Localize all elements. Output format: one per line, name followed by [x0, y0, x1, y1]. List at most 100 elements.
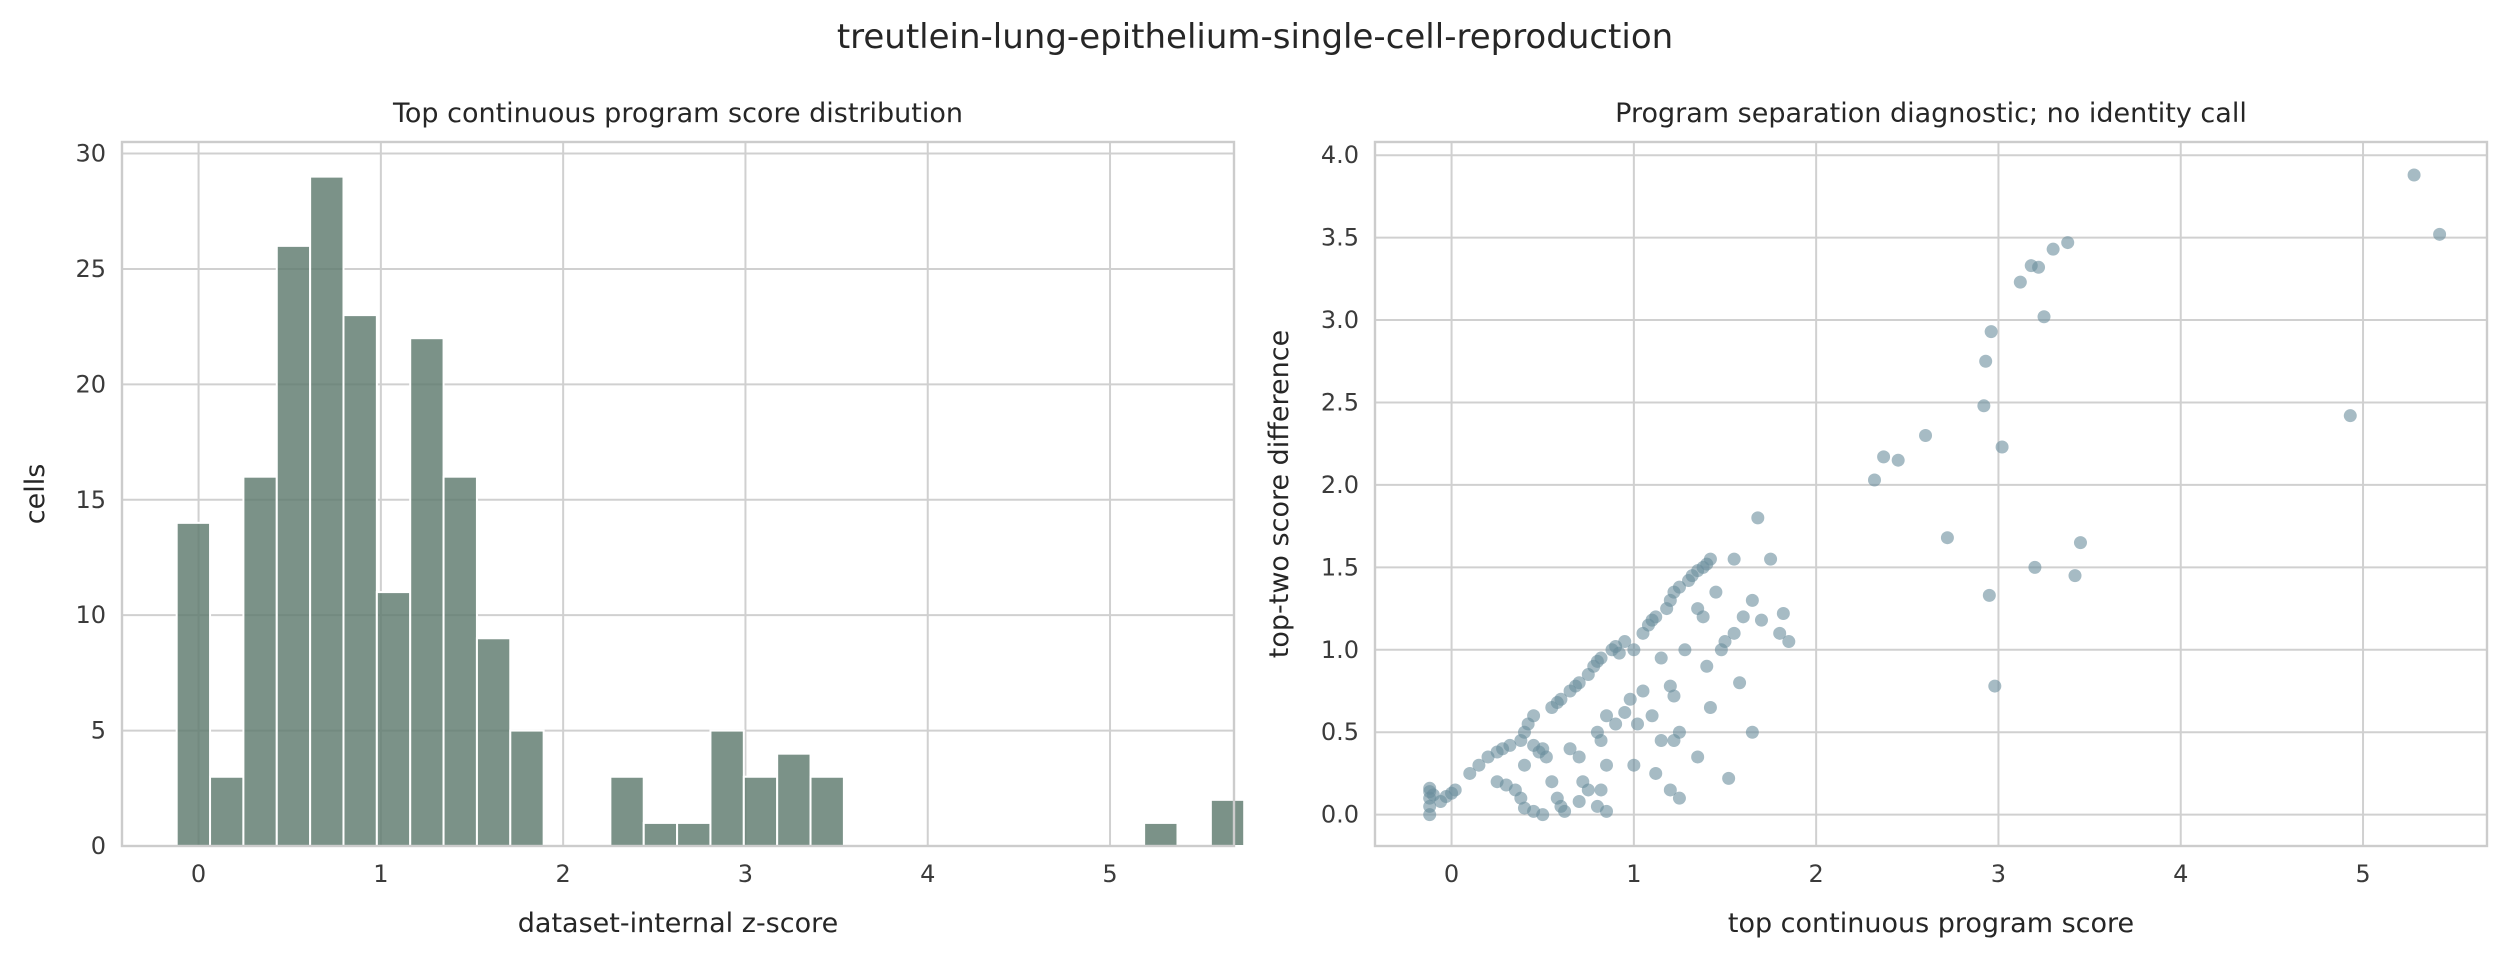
- scatter-point: [1600, 804, 1614, 818]
- scatter-point: [1654, 733, 1668, 747]
- histogram-x-axis-label: dataset-internal z-score: [518, 908, 838, 939]
- scatter-point: [1754, 613, 1768, 627]
- scatter-point: [1536, 808, 1550, 822]
- scatter-point: [1572, 750, 1586, 764]
- histogram-y-axis-label: cells: [20, 464, 51, 525]
- scatter-point: [1736, 610, 1750, 624]
- scatter-point: [1612, 646, 1626, 660]
- histogram-bar: [475, 637, 512, 847]
- scatter-point: [1631, 717, 1645, 731]
- histogram-bar: [742, 775, 779, 847]
- y-tick-label: 0: [91, 832, 106, 860]
- scatter-point: [1919, 428, 1933, 442]
- scatter-point: [1463, 766, 1477, 780]
- figure-suptitle: treutlein-lung-epithelium-single-cell-re…: [837, 17, 1673, 57]
- scatter-point: [1514, 791, 1528, 805]
- histogram-bar: [342, 314, 378, 847]
- scatter-point: [1554, 692, 1568, 706]
- y-tick-label: 5: [91, 717, 106, 745]
- scatter-point: [1722, 771, 1736, 785]
- histogram-bar: [409, 337, 445, 847]
- scatter-points: [1423, 168, 2447, 822]
- scatter-point: [1727, 552, 1741, 566]
- histogram-bar: [309, 175, 345, 848]
- y-tick-label: 4.0: [1321, 141, 1359, 169]
- scatter-point: [1672, 791, 1686, 805]
- scatter-point: [1472, 758, 1486, 772]
- x-tick-label: 3: [738, 860, 753, 888]
- histogram-bar: [1209, 798, 1246, 847]
- scatter-point: [1600, 709, 1614, 723]
- y-tick-label: 25: [75, 255, 106, 283]
- scatter-point: [1618, 705, 1632, 719]
- scatter-point: [2343, 409, 2357, 423]
- scatter-point: [1623, 692, 1637, 706]
- scatter-point: [1663, 679, 1677, 693]
- histogram-bar: [609, 775, 645, 847]
- scatter-point: [1691, 750, 1705, 764]
- scatter-point: [1940, 531, 1954, 545]
- scatter-point: [1696, 610, 1710, 624]
- y-tick-label: 10: [75, 601, 106, 629]
- scatter-point: [1649, 610, 1663, 624]
- scatter-point: [1703, 552, 1717, 566]
- scatter-point: [1558, 804, 1572, 818]
- scatter-point: [1773, 626, 1787, 640]
- scatter-point: [1636, 684, 1650, 698]
- scatter-grid: [1375, 142, 2487, 846]
- histogram-bar: [809, 775, 845, 847]
- scatter-point: [1527, 709, 1541, 723]
- histogram-bar: [275, 244, 312, 848]
- scatter-frame: [1373, 140, 2489, 848]
- scatter-point: [1977, 399, 1991, 413]
- scatter-point: [1733, 676, 1747, 690]
- histogram-bar: [776, 752, 812, 847]
- scatter-point: [1727, 626, 1741, 640]
- scatter-point: [1627, 643, 1641, 657]
- histogram-panel: Top continuous program score distributio…: [20, 98, 1246, 939]
- scatter-point: [2032, 260, 2046, 274]
- scatter-point: [1672, 580, 1686, 594]
- x-tick-label: 2: [556, 860, 571, 888]
- scatter-point: [2068, 569, 2082, 583]
- scatter-point: [1891, 453, 1905, 467]
- y-tick-label: 0.0: [1321, 801, 1359, 829]
- x-tick-label: 2: [1809, 860, 1824, 888]
- scatter-point: [1877, 450, 1891, 464]
- histogram-bar: [509, 729, 545, 847]
- scatter-point: [2028, 560, 2042, 574]
- scatter-point: [1600, 758, 1614, 772]
- scatter-point: [1709, 585, 1723, 599]
- scatter-point: [1988, 679, 2002, 693]
- scatter-point: [1517, 758, 1531, 772]
- y-tick-label: 3.0: [1321, 306, 1359, 334]
- histogram-bars: [175, 175, 1246, 848]
- scatter-point: [1572, 676, 1586, 690]
- x-tick-label: 5: [1102, 860, 1117, 888]
- x-tick-label: 5: [2355, 860, 2370, 888]
- histogram-bar: [642, 821, 679, 847]
- scatter-point: [1745, 593, 1759, 607]
- scatter-point: [1984, 325, 1998, 339]
- histogram-frame: [120, 140, 1236, 848]
- scatter-point: [1718, 635, 1732, 649]
- scatter-point: [1539, 750, 1553, 764]
- scatter-point: [1654, 651, 1668, 665]
- y-tick-label: 2.0: [1321, 471, 1359, 499]
- x-tick-label: 0: [191, 860, 206, 888]
- scatter-point: [1979, 354, 1993, 368]
- histogram-bar: [442, 475, 478, 847]
- scatter-point: [1609, 717, 1623, 731]
- y-tick-label: 1.0: [1321, 636, 1359, 664]
- scatter-title: Program separation diagnostic; no identi…: [1615, 98, 2247, 129]
- y-tick-label: 3.5: [1321, 224, 1359, 252]
- scatter-point: [1867, 473, 1881, 487]
- scatter-point: [2073, 536, 2087, 550]
- x-tick-label: 0: [1444, 860, 1459, 888]
- scatter-point: [1645, 709, 1659, 723]
- scatter-point: [1745, 725, 1759, 739]
- scatter-point: [1663, 783, 1677, 797]
- x-tick-label: 3: [1991, 860, 2006, 888]
- scatter-point: [1581, 783, 1595, 797]
